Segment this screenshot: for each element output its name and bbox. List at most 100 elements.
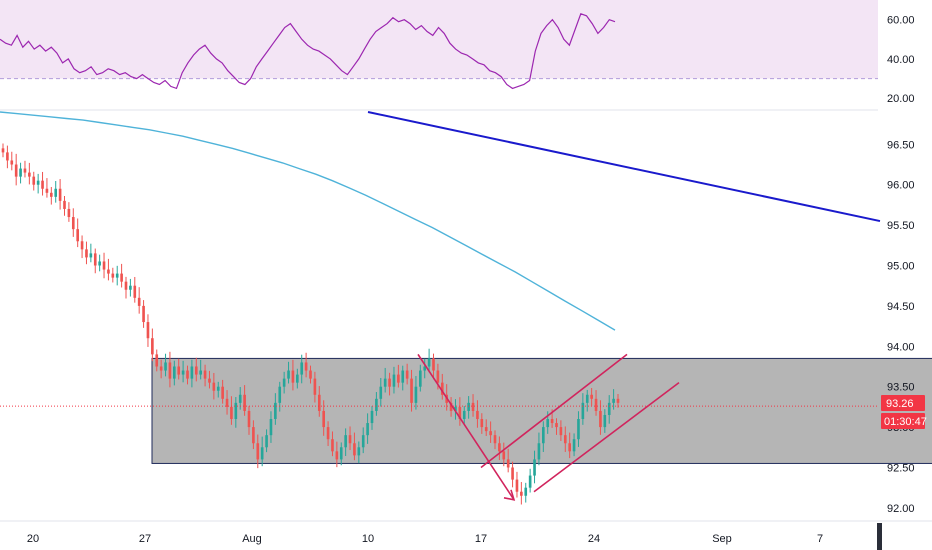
candle[interactable] — [203, 364, 207, 387]
candle[interactable] — [322, 400, 325, 436]
candle[interactable] — [528, 468, 532, 493]
candle[interactable] — [533, 450, 536, 484]
candle[interactable] — [243, 385, 246, 416]
candle[interactable] — [190, 359, 194, 388]
candle[interactable] — [572, 433, 576, 457]
candle[interactable] — [388, 372, 391, 396]
candle[interactable] — [296, 368, 299, 389]
candle[interactable] — [612, 389, 615, 410]
candle[interactable] — [247, 406, 251, 435]
candle[interactable] — [133, 276, 137, 303]
candle[interactable] — [155, 349, 159, 372]
candle[interactable] — [366, 413, 369, 444]
candle[interactable] — [265, 429, 268, 453]
candle[interactable] — [186, 365, 189, 385]
candle[interactable] — [616, 393, 620, 408]
candle[interactable] — [278, 381, 282, 412]
candle[interactable] — [480, 413, 484, 434]
candle[interactable] — [111, 267, 115, 283]
pattern-line[interactable] — [417, 353, 515, 501]
candle[interactable] — [524, 482, 528, 503]
candle[interactable] — [309, 365, 312, 384]
candle[interactable] — [181, 360, 185, 383]
pattern-line[interactable] — [533, 382, 680, 493]
candle[interactable] — [54, 180, 58, 203]
scroll-handle[interactable] — [877, 523, 882, 550]
candle[interactable] — [458, 397, 462, 426]
candle[interactable] — [454, 399, 457, 420]
candle[interactable] — [67, 202, 71, 222]
candle[interactable] — [194, 357, 198, 382]
candle[interactable] — [41, 171, 44, 196]
candle[interactable] — [427, 348, 431, 373]
candle[interactable] — [357, 441, 361, 464]
candle[interactable] — [146, 314, 150, 347]
candle[interactable] — [467, 396, 470, 419]
candle[interactable] — [63, 196, 66, 216]
candle[interactable] — [339, 442, 343, 466]
candle[interactable] — [291, 359, 295, 391]
candle[interactable] — [537, 432, 541, 466]
candle[interactable] — [252, 420, 255, 450]
candle[interactable] — [348, 426, 352, 451]
candle[interactable] — [423, 358, 427, 379]
candle[interactable] — [484, 419, 488, 436]
candle[interactable] — [115, 265, 119, 286]
candle[interactable] — [28, 162, 31, 185]
candle[interactable] — [159, 359, 163, 379]
candle[interactable] — [498, 436, 501, 461]
candle[interactable] — [401, 365, 405, 391]
candle[interactable] — [331, 431, 334, 457]
candle[interactable] — [410, 369, 413, 412]
candle[interactable] — [256, 434, 260, 469]
candle[interactable] — [383, 367, 387, 393]
candle[interactable] — [542, 421, 545, 452]
candle[interactable] — [563, 426, 567, 452]
candle[interactable] — [269, 411, 273, 443]
candle[interactable] — [260, 436, 264, 467]
candle[interactable] — [493, 430, 497, 450]
price-pane[interactable] — [0, 111, 932, 505]
candle[interactable] — [353, 432, 356, 461]
range-box[interactable] — [151, 357, 932, 464]
candle[interactable] — [58, 179, 62, 210]
blue-trendline[interactable] — [367, 111, 881, 223]
time-axis[interactable]: 20 27 Aug 10 17 24 Sep 7 — [0, 520, 932, 550]
candle[interactable] — [379, 377, 383, 407]
candle[interactable] — [568, 432, 571, 459]
candle[interactable] — [274, 393, 277, 425]
candle[interactable] — [50, 186, 53, 205]
candle[interactable] — [471, 394, 475, 417]
candle[interactable] — [6, 145, 9, 169]
candle[interactable] — [124, 276, 128, 299]
candle[interactable] — [300, 354, 304, 384]
candle[interactable] — [515, 471, 519, 498]
candle[interactable] — [225, 390, 229, 415]
candle[interactable] — [177, 358, 181, 380]
candle[interactable] — [607, 395, 611, 424]
candle[interactable] — [405, 363, 409, 385]
candle[interactable] — [98, 254, 101, 272]
candle[interactable] — [344, 428, 347, 457]
candle[interactable] — [590, 387, 593, 406]
candle[interactable] — [594, 390, 598, 416]
candle[interactable] — [520, 482, 523, 505]
candle[interactable] — [137, 287, 141, 314]
candle[interactable] — [489, 421, 492, 443]
candle[interactable] — [14, 153, 18, 186]
candle[interactable] — [208, 370, 211, 389]
candle[interactable] — [221, 379, 224, 404]
candle[interactable] — [80, 235, 84, 259]
candle[interactable] — [19, 162, 22, 184]
candle[interactable] — [511, 461, 514, 488]
candle[interactable] — [151, 328, 154, 362]
candle[interactable] — [506, 448, 510, 473]
candle[interactable] — [1, 143, 5, 158]
candle[interactable] — [142, 300, 145, 328]
candle[interactable] — [581, 393, 585, 425]
candle[interactable] — [577, 411, 580, 447]
candle[interactable] — [173, 360, 176, 386]
pattern-line[interactable] — [480, 353, 628, 469]
candle[interactable] — [392, 366, 396, 394]
